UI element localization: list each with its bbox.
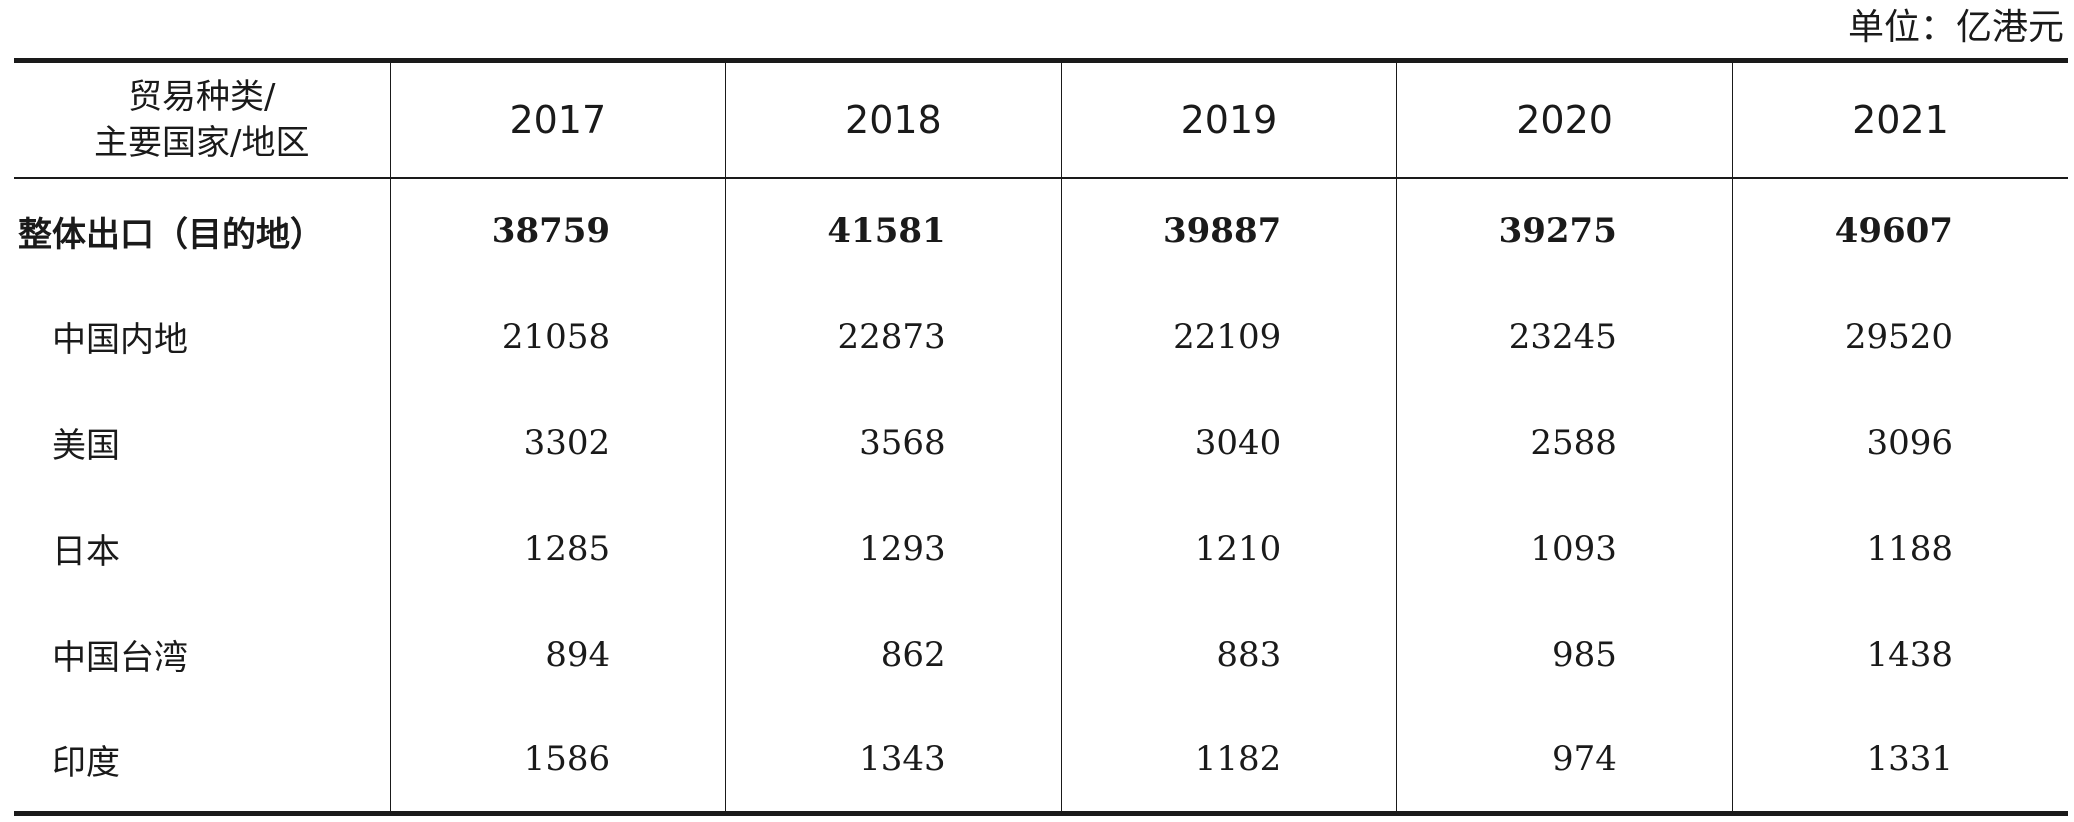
row-label: 美国	[52, 426, 120, 466]
cell-value: 862	[725, 601, 1062, 708]
cell-value: 1285	[389, 495, 726, 602]
cell-value: 985	[1396, 601, 1733, 708]
cell-value: 29520	[1731, 283, 2068, 390]
export-table: 贸易种类/ 主要国家/地区 2017 2018 2019 2020 2021 整…	[14, 58, 2068, 816]
header-year-2019: 2019	[1060, 58, 1397, 179]
header-row: 贸易种类/ 主要国家/地区 2017 2018 2019 2020 2021	[14, 58, 2068, 179]
cell-value: 1343	[725, 707, 1062, 816]
header-category-cell: 贸易种类/ 主要国家/地区	[14, 58, 390, 179]
cell-value: 974	[1396, 707, 1733, 816]
cell-value: 21058	[389, 283, 726, 390]
cell-value: 22873	[725, 283, 1062, 390]
cell-value: 1293	[725, 495, 1062, 602]
cell-value: 1182	[1060, 707, 1397, 816]
cell-value: 883	[1060, 601, 1397, 708]
cell-value: 39275	[1396, 177, 1733, 284]
cell-value: 1093	[1396, 495, 1733, 602]
cell-value: 894	[389, 601, 726, 708]
cell-value: 22109	[1060, 283, 1397, 390]
row-label: 印度	[14, 707, 390, 816]
cell-value: 39887	[1060, 177, 1397, 284]
table-row-japan: 日本 1285 1293 1210 1093 1188	[14, 495, 2068, 602]
cell-value: 1586	[389, 707, 726, 816]
table-row-total-exports: 整体出口（目的地） 38759 41581 39887 39275 49607	[14, 177, 2068, 284]
table-row-taiwan: 中国台湾 894 862 883 985 1438	[14, 601, 2068, 708]
cell-value: 3302	[389, 389, 726, 496]
table-row-india: 印度 1586 1343 1182 974 1331	[14, 707, 2068, 816]
row-label: 中国台湾	[52, 638, 188, 678]
header-year-2021: 2021	[1731, 58, 2068, 179]
cell-value: 1210	[1060, 495, 1397, 602]
header-category-line1: 贸易种类/	[128, 76, 276, 117]
cell-value: 3096	[1731, 389, 2068, 496]
header-year-2018: 2018	[725, 58, 1062, 179]
cell-value: 1188	[1731, 495, 2068, 602]
row-label: 整体出口（目的地）	[18, 214, 324, 255]
header-year-2017: 2017	[389, 58, 726, 179]
cell-value: 2588	[1396, 389, 1733, 496]
cell-value: 49607	[1731, 177, 2068, 284]
row-label: 日本	[52, 532, 120, 572]
cell-value: 1331	[1731, 707, 2068, 816]
table-row-usa: 美国 3302 3568 3040 2588 3096	[14, 389, 2068, 496]
cell-value: 1438	[1731, 601, 2068, 708]
cell-value: 3040	[1060, 389, 1397, 496]
table-row-mainland-china: 中国内地 21058 22873 22109 23245 29520	[14, 283, 2068, 390]
header-year-2020: 2020	[1396, 58, 1733, 179]
header-category-line2: 主要国家/地区	[94, 122, 310, 163]
cell-value: 3568	[725, 389, 1062, 496]
cell-value: 38759	[389, 177, 726, 284]
unit-label: 单位：亿港元	[1847, 7, 2064, 48]
cell-value: 41581	[725, 177, 1062, 284]
cell-value: 23245	[1396, 283, 1733, 390]
row-label: 中国内地	[52, 320, 188, 360]
